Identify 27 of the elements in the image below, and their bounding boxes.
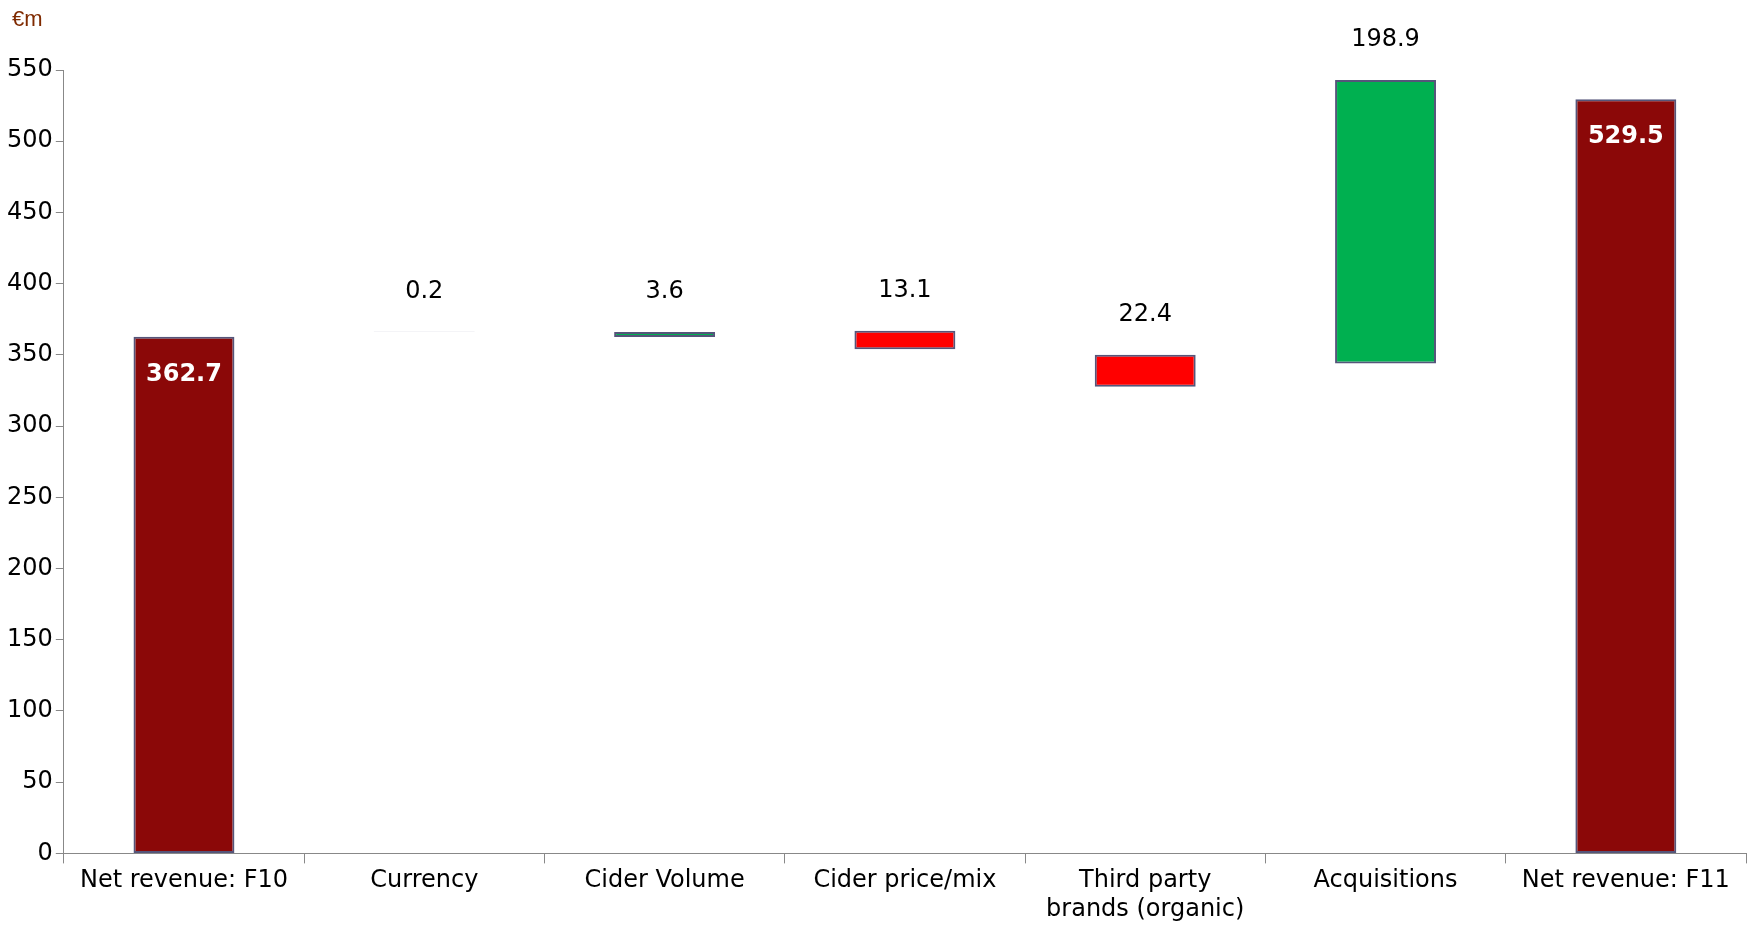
data-label: 362.7 <box>146 359 222 388</box>
y-tick-label: 200 <box>7 552 53 581</box>
y-tick-label: 100 <box>7 695 53 724</box>
y-tick-label: 500 <box>7 125 53 154</box>
x-tick-label: Net revenue: F11 <box>1521 865 1730 894</box>
y-axis-title: €m <box>12 6 43 32</box>
y-tick-label: 50 <box>22 766 53 795</box>
y-tick-label: 150 <box>7 623 53 652</box>
y-tick-label: 550 <box>7 54 53 83</box>
y-tick-label: 0 <box>37 837 53 866</box>
x-tick-label: Acquisitions <box>1313 865 1458 894</box>
y-tick-label: 250 <box>7 481 53 510</box>
data-label: 22.4 <box>1118 299 1172 328</box>
x-tick-label: Net revenue: F10 <box>79 865 288 894</box>
x-tick-label: Cider Volume <box>584 865 745 894</box>
x-tick-label: Cider price/mix <box>813 865 997 894</box>
x-tick-label: Third party brands (organic) <box>1046 865 1245 922</box>
y-tick-label: 350 <box>7 339 53 368</box>
y-tick-label: 300 <box>7 410 53 439</box>
data-label: 529.5 <box>1587 121 1664 150</box>
data-label: 0.2 <box>405 276 444 305</box>
x-tick-label: Currency <box>370 865 479 894</box>
data-label: 3.6 <box>645 276 684 305</box>
data-label: 13.1 <box>878 274 932 303</box>
y-tick-label: 400 <box>7 267 53 296</box>
y-tick-label: 450 <box>7 196 53 225</box>
data-label: 198.9 <box>1351 24 1420 53</box>
